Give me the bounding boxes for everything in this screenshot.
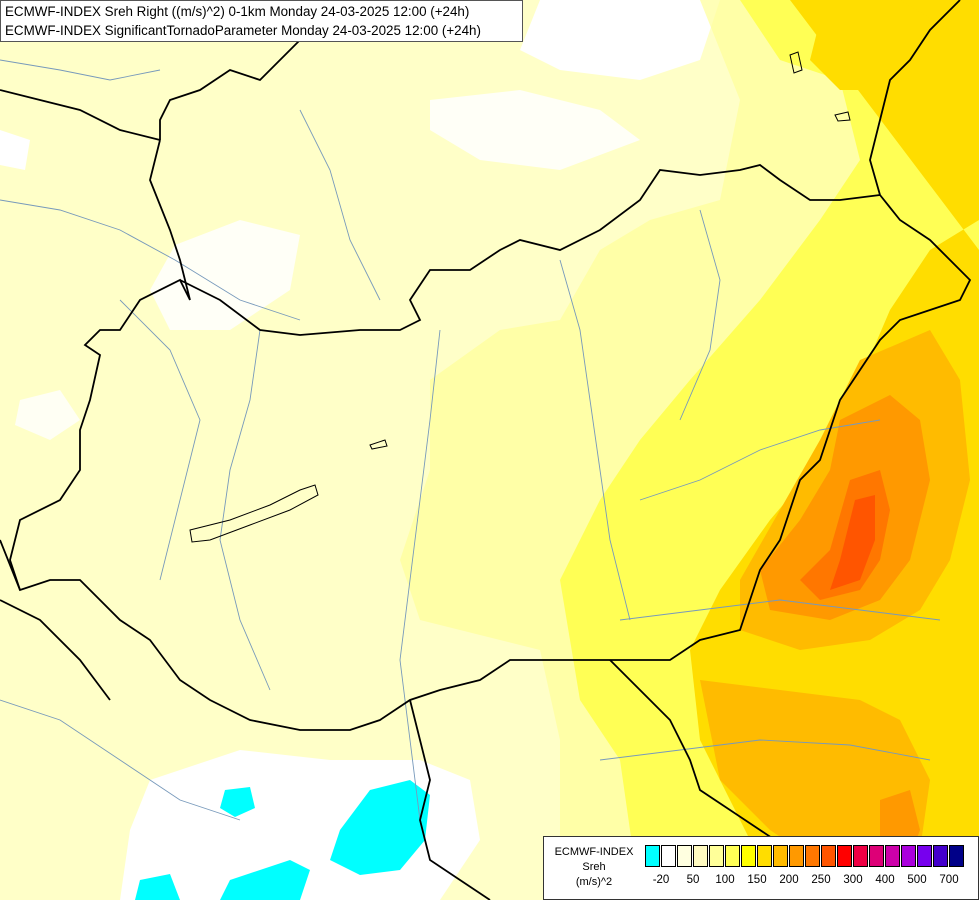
- legend-swatch: [885, 845, 900, 867]
- border-hungary-north: [179, 164, 881, 336]
- river-7: [0, 699, 241, 821]
- river-8: [619, 599, 941, 621]
- border-east: [610, 194, 972, 661]
- legend-swatch: [773, 845, 788, 867]
- negative-area-2: [220, 787, 255, 817]
- river-4: [559, 259, 631, 621]
- border-southeast: [609, 659, 791, 851]
- legend-unit: (m/s)^2: [575, 876, 613, 888]
- legend-tick-label: -20: [652, 874, 670, 886]
- river-9: [599, 739, 931, 761]
- low-value-area-north: [520, 0, 720, 80]
- border-serbia: [409, 699, 491, 900]
- legend-swatch: [933, 845, 948, 867]
- map-title-line-2: ECMWF-INDEX SignificantTornadoParameter …: [5, 23, 481, 38]
- sreh-peak-core: [830, 495, 875, 590]
- legend-tick-label: 100: [715, 874, 735, 886]
- legend-swatch: [917, 845, 932, 867]
- low-value-area-west: [0, 130, 30, 170]
- negative-area-3: [135, 874, 180, 900]
- border-south: [0, 539, 610, 731]
- legend-tick-label: 500: [907, 874, 927, 886]
- legend-swatch: [837, 845, 852, 867]
- border-west-upper: [9, 139, 191, 591]
- legend-tick-label: 700: [939, 874, 959, 886]
- legend-parameter: Sreh: [582, 861, 606, 873]
- legend-swatch: [821, 845, 836, 867]
- legend-tick-label: 400: [875, 874, 895, 886]
- legend-swatch: [853, 845, 868, 867]
- low-value-area-sw: [15, 390, 80, 440]
- legend-tick-label: 50: [686, 874, 700, 886]
- river-1: [0, 199, 301, 321]
- legend-swatch: [805, 845, 820, 867]
- legend-swatch: [693, 845, 708, 867]
- lake-small-1: [369, 439, 388, 450]
- sreh-150-band-2: [810, 0, 950, 90]
- map-title-box: ECMWF-INDEX Sreh Right ((m/s)^2) 0-1km M…: [0, 0, 523, 42]
- legend-swatch: [709, 845, 724, 867]
- sreh-200-band-south: [700, 680, 930, 880]
- river-12: [0, 59, 161, 81]
- legend-tick-label: 200: [779, 874, 799, 886]
- river-10: [119, 299, 201, 581]
- river-2: [219, 329, 271, 691]
- legend-swatch: [757, 845, 772, 867]
- legend-swatch: [645, 845, 660, 867]
- border-northwest: [0, 89, 161, 141]
- border-sw: [0, 599, 111, 701]
- river-6: [639, 419, 881, 501]
- legend-swatch: [869, 845, 884, 867]
- map-title-line-1: ECMWF-INDEX Sreh Right ((m/s)^2) 0-1km M…: [5, 4, 470, 19]
- legend-ticks: -20 50 100 150 200 250 300 400 500 700: [645, 874, 979, 890]
- legend-tick-label: 300: [843, 874, 863, 886]
- low-value-area-north-2: [430, 90, 640, 170]
- legend-swatch: [789, 845, 804, 867]
- legend-swatch: [901, 845, 916, 867]
- legend-swatch: [677, 845, 692, 867]
- legend-swatch: [661, 845, 676, 867]
- legend-swatches: [645, 845, 965, 868]
- rivers: [0, 59, 941, 821]
- negative-area-4: [220, 860, 310, 900]
- river-11: [679, 209, 721, 421]
- legend-tick-label: 250: [811, 874, 831, 886]
- legend-label: ECMWF-INDEX Sreh (m/s)^2: [546, 845, 642, 890]
- river-5: [299, 109, 381, 301]
- legend-swatch: [725, 845, 740, 867]
- border-ukraine: [869, 0, 961, 196]
- legend-model: ECMWF-INDEX: [554, 846, 634, 858]
- negative-area-1: [330, 780, 430, 875]
- river-3: [399, 329, 441, 821]
- lake-small-3: [834, 111, 851, 122]
- legend-swatch: [741, 845, 756, 867]
- lakes: [189, 51, 851, 543]
- lake-balaton: [189, 484, 319, 543]
- lake-small-2: [789, 51, 803, 74]
- legend-swatch: [949, 845, 964, 867]
- low-value-area-center: [150, 220, 300, 330]
- legend-tick-label: 150: [747, 874, 767, 886]
- color-legend: ECMWF-INDEX Sreh (m/s)^2 -20 50 100 150 200 2…: [543, 836, 979, 900]
